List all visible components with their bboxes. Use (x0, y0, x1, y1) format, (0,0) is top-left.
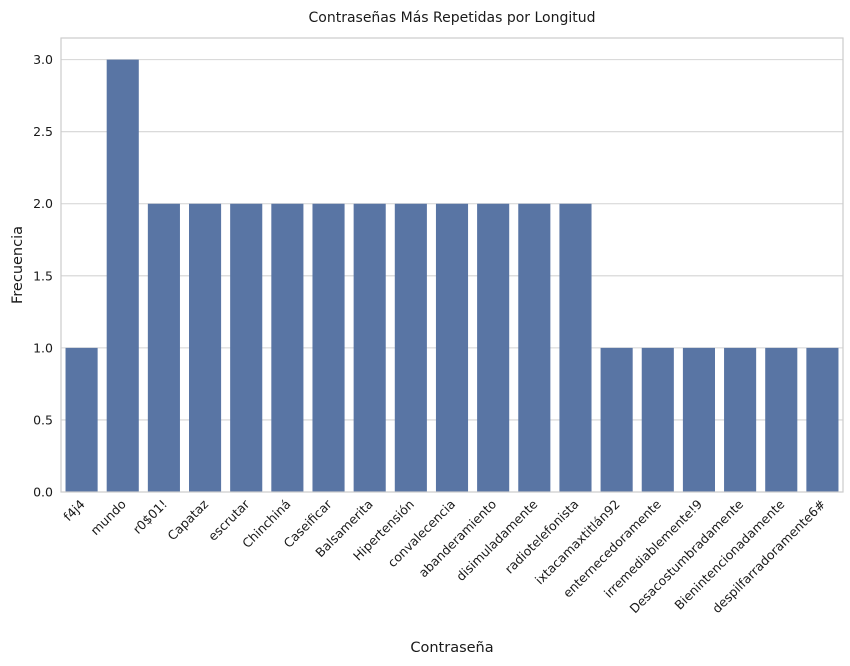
bar (600, 347, 633, 492)
bar (189, 203, 222, 492)
chart-title: Contraseñas Más Repetidas por Longitud (308, 10, 595, 26)
x-tick-label: r0$01! (130, 497, 170, 537)
y-tick-label: 0.0 (33, 485, 53, 500)
bar (518, 203, 551, 492)
x-tick-label: Capataz (164, 496, 211, 543)
bar (106, 59, 139, 492)
bars (65, 59, 839, 492)
x-tick-label: radiotelefonista (502, 497, 582, 577)
bar (477, 203, 510, 492)
bar (230, 203, 263, 492)
x-axis-label: Contraseña (410, 640, 493, 656)
x-tick-label: mundo (87, 497, 128, 538)
bar (641, 347, 674, 492)
x-tick-label: f4j4 (60, 496, 87, 523)
y-tick-label: 0.5 (33, 412, 53, 427)
bar (559, 203, 592, 492)
y-axis-label: Frecuencia (10, 226, 26, 304)
bar (271, 203, 304, 492)
bar (806, 347, 839, 492)
bar (765, 347, 798, 492)
bar (682, 347, 715, 492)
bar (353, 203, 386, 492)
bar (312, 203, 345, 492)
bar (147, 203, 180, 492)
bar (435, 203, 469, 492)
y-tick-label: 2.0 (33, 196, 53, 211)
y-axis-ticks: 0.0 0.5 1.0 1.5 2.0 2.5 3.0 (33, 52, 53, 499)
y-tick-label: 2.5 (33, 124, 53, 139)
bar (724, 347, 757, 492)
bar (65, 347, 98, 492)
y-tick-label: 1.0 (33, 340, 53, 355)
plot-frame (60, 37, 844, 493)
x-axis-ticks: f4j4 mundo r0$01!CapatazescrutarChinchináC… (60, 496, 828, 616)
bar (394, 203, 427, 492)
y-tick-label: 1.5 (33, 268, 53, 283)
y-tick-label: 3.0 (33, 52, 53, 67)
